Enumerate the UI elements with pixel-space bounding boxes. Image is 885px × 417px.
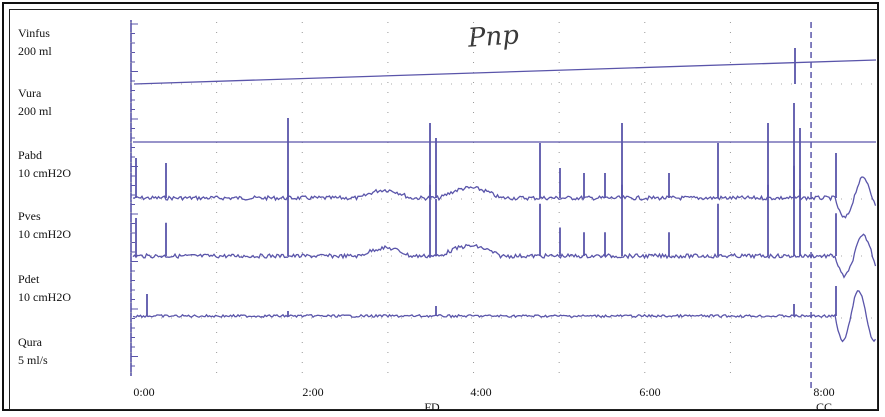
event-label-cc: CC: [815, 400, 833, 414]
channel-label-vura: Vura 200 ml: [18, 84, 52, 120]
x-tick-label: 2:00: [302, 385, 324, 399]
channel-name: Pdet: [18, 272, 40, 286]
channel-scale: 10 cmH2O: [18, 290, 71, 304]
channel-label-pabd: Pabd 10 cmH2O: [18, 146, 71, 182]
pdet-trace: [132, 290, 877, 343]
x-tick-label: 8:00: [813, 385, 835, 399]
x-tick-label: 6:00: [639, 385, 661, 399]
channel-label-pdet: Pdet 10 cmH2O: [18, 270, 71, 306]
channel-name: Vinfus: [18, 26, 50, 40]
channel-name: Pabd: [18, 148, 42, 162]
channel-name: Qura: [18, 335, 42, 349]
pabd-trace: [132, 176, 877, 219]
pves-trace: [132, 233, 877, 279]
vinfus-trace: [133, 59, 877, 85]
channel-scale: 5 ml/s: [18, 353, 48, 367]
channel-scale: 10 cmH2O: [18, 166, 71, 180]
channel-scale: 200 ml: [18, 104, 52, 118]
channel-label-vinfus: Vinfus 200 ml: [18, 24, 52, 60]
channel-name: Vura: [18, 86, 42, 100]
channel-scale: 10 cmH2O: [18, 227, 71, 241]
channel-name: Pves: [18, 209, 41, 223]
chart-plot-border: [9, 9, 878, 410]
event-label-fd: FD: [424, 400, 440, 414]
channel-label-qura: Qura 5 ml/s: [18, 333, 48, 369]
channel-label-pves: Pves 10 cmH2O: [18, 207, 71, 243]
x-tick-label: 4:00: [470, 385, 492, 399]
chart-frame: [2, 2, 879, 411]
channel-scale: 200 ml: [18, 44, 52, 58]
x-tick-label: 0:00: [133, 385, 155, 399]
